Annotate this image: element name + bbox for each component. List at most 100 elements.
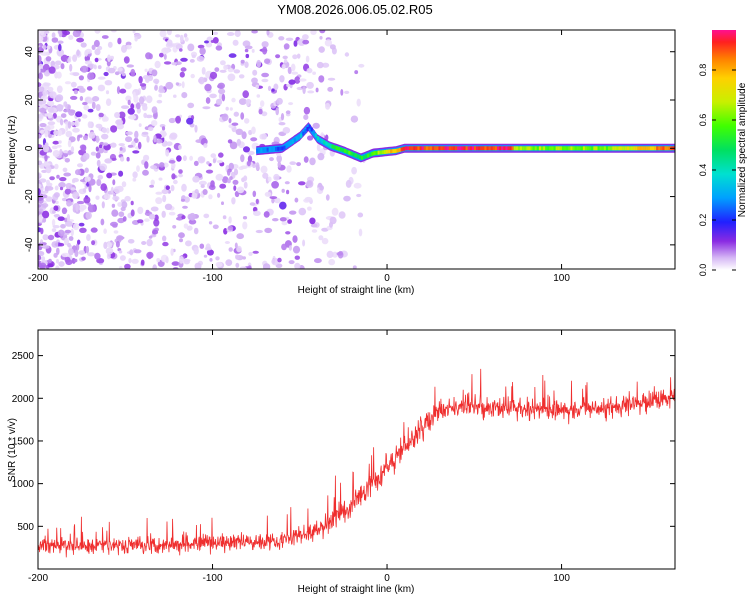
noise-cell	[277, 161, 282, 168]
noise-cell	[173, 179, 178, 185]
ridge-cell	[492, 146, 495, 151]
noise-cell	[331, 251, 339, 258]
y-tick-label: 20	[24, 94, 35, 106]
noise-cell	[263, 211, 270, 218]
ridge-cell	[551, 146, 554, 151]
noise-cell	[65, 123, 69, 132]
noise-cell	[38, 214, 43, 223]
noise-cell	[329, 221, 333, 228]
noise-cell	[42, 210, 50, 219]
noise-cell	[236, 245, 242, 253]
noise-cell	[137, 219, 144, 224]
noise-cell	[104, 192, 111, 200]
noise-cell	[227, 73, 236, 82]
noise-cell	[203, 254, 208, 258]
noise-cell	[231, 122, 239, 126]
y-tick-label: 1500	[12, 436, 35, 447]
noise-cell	[106, 172, 113, 179]
noise-cell	[277, 257, 282, 263]
noise-cell	[97, 65, 102, 70]
noise-cell	[279, 75, 285, 83]
noise-cell	[65, 221, 73, 227]
noise-cell	[90, 151, 97, 156]
noise-cell	[144, 218, 150, 222]
noise-cell	[110, 221, 118, 227]
noise-cell	[204, 40, 209, 44]
x-tick-label: -200	[28, 573, 48, 584]
noise-cell	[242, 40, 251, 47]
noise-cell	[240, 112, 245, 120]
noise-cell	[212, 158, 216, 164]
ridge-cell	[662, 146, 665, 151]
noise-cell	[240, 59, 245, 64]
noise-cell	[168, 211, 176, 216]
noise-cell	[127, 99, 131, 106]
noise-cell	[178, 144, 182, 150]
ridge-cell	[323, 140, 326, 145]
ridge-cell	[327, 142, 330, 147]
ridge-cell	[283, 145, 286, 150]
noise-cell	[38, 113, 43, 119]
noise-cell	[149, 184, 155, 188]
noise-cell	[64, 229, 72, 234]
ridge-cell	[293, 138, 296, 143]
noise-cell	[148, 235, 153, 239]
noise-cell	[54, 60, 62, 66]
noise-cell	[77, 163, 83, 168]
noise-cell	[127, 108, 135, 115]
noise-cell	[51, 37, 59, 43]
noise-cell	[95, 195, 100, 200]
noise-cell	[236, 233, 244, 240]
noise-cell	[65, 182, 73, 190]
noise-cell	[209, 93, 217, 99]
noise-cell	[53, 130, 59, 136]
ridge-cell	[354, 153, 357, 158]
noise-cell	[171, 162, 176, 169]
noise-cell	[81, 256, 86, 261]
noise-cell	[128, 258, 132, 264]
noise-cell	[69, 63, 73, 72]
noise-cell	[228, 118, 232, 124]
noise-cell	[43, 161, 48, 166]
noise-cell	[98, 144, 103, 149]
ridge-cell	[434, 146, 437, 151]
noise-cell	[305, 55, 310, 63]
noise-cell	[119, 147, 123, 151]
noise-cell	[181, 215, 186, 220]
noise-cell	[280, 113, 285, 121]
ridge-cell	[291, 139, 294, 144]
noise-cell	[49, 176, 55, 181]
noise-cell	[269, 196, 278, 200]
colorbar-tick-label: 0.4	[698, 164, 708, 177]
noise-cell	[64, 81, 72, 85]
noise-cell	[210, 180, 215, 188]
ridge-cell	[346, 149, 349, 154]
ridge-cell	[404, 146, 407, 151]
noise-cell	[68, 149, 72, 156]
ridge-cell	[465, 146, 468, 151]
noise-cell	[176, 155, 182, 162]
ridge-cell	[394, 148, 397, 153]
noise-cell	[44, 130, 49, 138]
noise-cell	[47, 182, 53, 187]
noise-cell	[312, 122, 320, 129]
noise-cell	[215, 98, 223, 106]
noise-cell	[68, 248, 74, 256]
ridge-cell	[664, 146, 667, 151]
snr-xlabel: Height of straight line (km)	[298, 584, 415, 595]
noise-cell	[38, 82, 42, 88]
noise-cell	[298, 207, 307, 216]
ridge-cell	[369, 152, 372, 157]
noise-cell	[250, 137, 258, 142]
ridge-cell	[576, 146, 579, 151]
chart-title: YM08.2026.006.05.02.R05	[277, 2, 432, 17]
noise-cell	[262, 46, 268, 55]
ridge-cell	[335, 146, 338, 151]
noise-cell	[299, 78, 307, 82]
noise-cell	[316, 143, 321, 152]
noise-cell	[171, 62, 177, 66]
noise-cell	[96, 178, 102, 187]
noise-cell	[103, 241, 108, 249]
noise-cell	[262, 172, 269, 179]
